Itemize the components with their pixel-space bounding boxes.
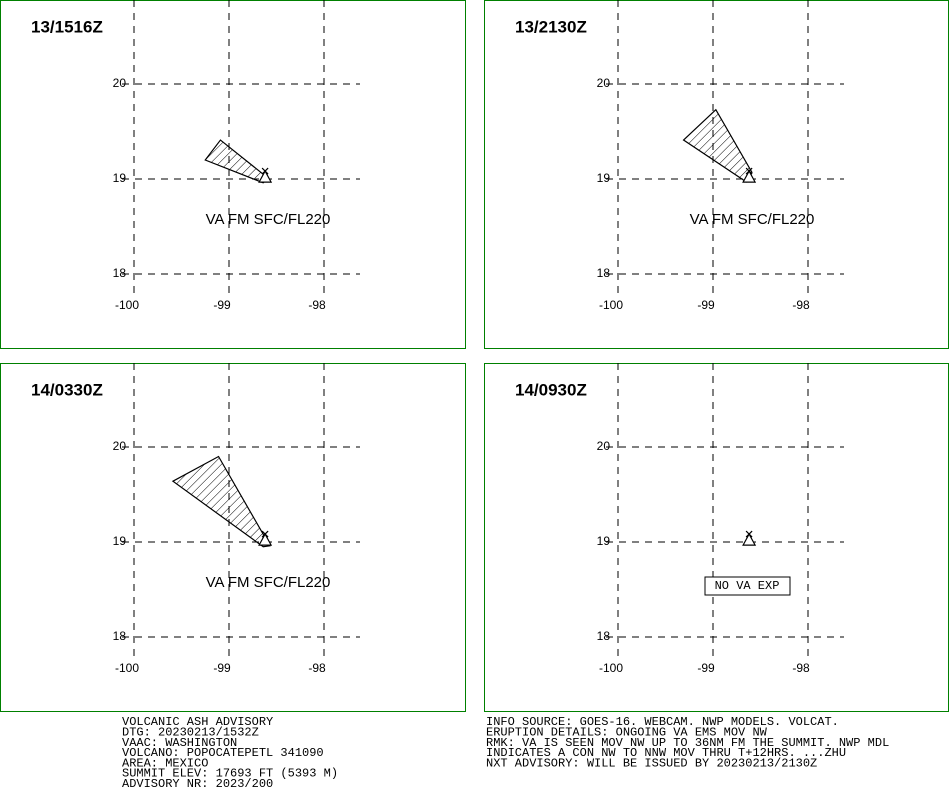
- lon-label: -98: [308, 298, 326, 312]
- label-box: [704, 576, 791, 596]
- panel-title: 13/1516Z: [31, 17, 103, 36]
- advisory-line: VOLCANO: POPOCATEPETL 341090: [122, 746, 324, 760]
- lat-label: 18: [597, 266, 611, 280]
- advisory-line: INDICATES A CON NW TO NNW MOV THRU T+12H…: [486, 746, 846, 760]
- lon-label: -98: [792, 298, 810, 312]
- advisory-line: ERUPTION DETAILS: ONGOING VA EMS MOV NW: [486, 725, 768, 739]
- volcano-symbol: [742, 530, 757, 546]
- lon-label: -100: [599, 661, 623, 675]
- lon-label: -100: [115, 661, 139, 675]
- lat-label: 19: [597, 534, 611, 548]
- lat-label: 20: [113, 76, 127, 90]
- advisory-line: ADVISORY NR: 2023/200: [122, 777, 273, 791]
- map-panel: 13/2130Z -100 -99 -98 20 19 18 VA FM SFC/FL220: [484, 0, 949, 349]
- ash-label: VA FM SFC/FL220: [690, 211, 815, 228]
- advisory-line: NXT ADVISORY: WILL BE ISSUED BY 20230213…: [486, 756, 817, 770]
- advisory-line: DTG: 20230213/1532Z: [122, 725, 259, 739]
- advisory-line: INFO SOURCE: GOES-16. WEBCAM. NWP MODELS…: [486, 715, 839, 729]
- map-panel: 14/0930Z -100 -99 -98 20 19 18 NO VA EXP: [484, 363, 949, 712]
- lon-label: -99: [213, 298, 231, 312]
- lon-label: -98: [792, 661, 810, 675]
- panel-frame: [484, 363, 949, 712]
- panel-frame: [484, 0, 949, 349]
- lon-label: -99: [697, 298, 715, 312]
- advisory-line: VOLCANIC ASH ADVISORY: [122, 715, 273, 729]
- advisory-line: AREA: MEXICO: [122, 756, 208, 770]
- lat-label: 19: [113, 534, 127, 548]
- lon-label: -98: [308, 661, 326, 675]
- panel-title: 14/0330Z: [31, 380, 103, 399]
- no-ash-label: NO VA EXP: [715, 579, 780, 593]
- lat-label: 19: [113, 171, 127, 185]
- lon-label: -100: [599, 298, 623, 312]
- lat-label: 20: [597, 439, 611, 453]
- map-panel: 14/0330Z -100 -99 -98 20 19 18 VA FM SFC/FL220: [0, 363, 466, 712]
- lat-label: 19: [597, 171, 611, 185]
- lon-label: -100: [115, 298, 139, 312]
- volcano-symbol: [742, 167, 757, 183]
- ash-label: VA FM SFC/FL220: [206, 574, 331, 591]
- volcano-symbol: [258, 167, 273, 183]
- ash-cloud: [204, 139, 269, 184]
- lat-label: 18: [113, 629, 127, 643]
- map-panel: 13/1516Z -100 -99 -98 20 19 18 VA FM SFC/FL220: [0, 0, 466, 349]
- lat-label: 20: [113, 439, 127, 453]
- panel-frame: [0, 0, 466, 349]
- panel-title: 14/0930Z: [515, 380, 587, 399]
- lon-label: -99: [213, 661, 231, 675]
- panel-frame: [0, 363, 466, 712]
- ash-label: VA FM SFC/FL220: [206, 211, 331, 228]
- advisory-line: SUMMIT ELEV: 17693 FT (5393 M): [122, 767, 338, 781]
- ash-cloud: [171, 455, 271, 548]
- panel-title: 13/2130Z: [515, 17, 587, 36]
- advisory-line: VAAC: WASHINGTON: [122, 736, 237, 750]
- ash-cloud: [682, 108, 753, 183]
- volcano-symbol: [258, 530, 273, 546]
- lat-label: 18: [113, 266, 127, 280]
- advisory-line: RMK: VA IS SEEN MOV NW UP TO 36NM FM THE…: [486, 736, 889, 750]
- lat-label: 20: [597, 76, 611, 90]
- lat-label: 18: [597, 629, 611, 643]
- lon-label: -99: [697, 661, 715, 675]
